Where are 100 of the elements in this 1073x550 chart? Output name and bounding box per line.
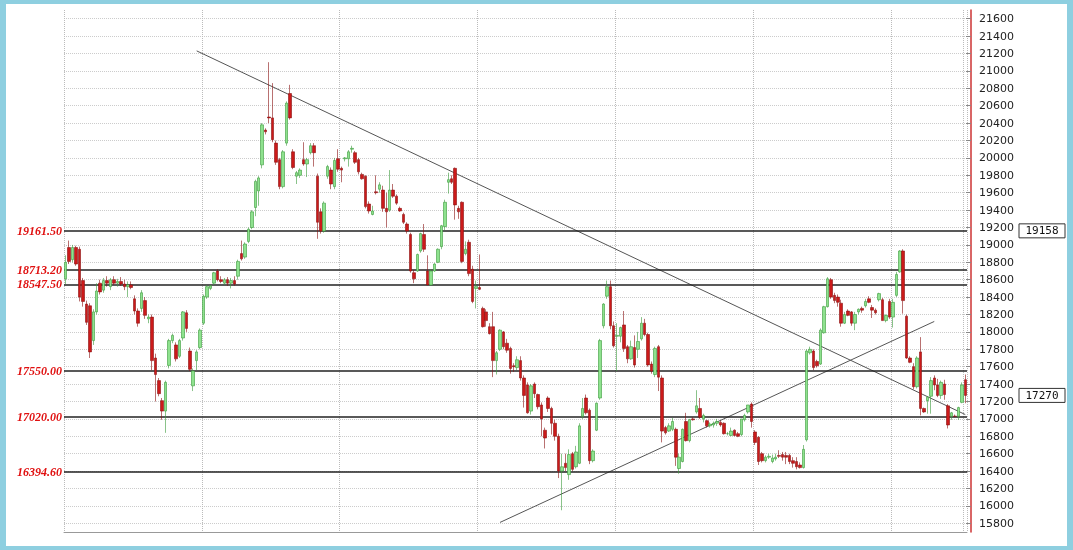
candlestick (305, 157, 309, 178)
candlestick (67, 240, 71, 265)
candlestick (688, 418, 691, 443)
candlestick (88, 302, 92, 359)
y-tick-label: 16800 (979, 429, 1014, 443)
candlestick (888, 298, 891, 320)
candlestick (667, 422, 671, 433)
candlestick (860, 306, 864, 314)
candlestick (591, 449, 595, 463)
candlestick (160, 397, 164, 421)
candlestick (936, 378, 939, 398)
candlestick (636, 331, 640, 359)
candlestick (684, 412, 688, 442)
candlestick (378, 181, 381, 193)
candlestick (147, 314, 150, 324)
y-tick-label: 16600 (979, 447, 1014, 461)
candlestick (698, 397, 702, 420)
candlestick (919, 336, 922, 416)
candlestick (750, 402, 753, 428)
candlestick (116, 278, 119, 287)
y-tick-label: 15800 (979, 516, 1014, 530)
candlestick (905, 314, 908, 360)
candlestick (740, 418, 743, 437)
candlestick (374, 175, 378, 195)
ref-line-label: 17550.00 (17, 364, 62, 379)
y-tick-label: 18400 (979, 290, 1014, 304)
candlestick (864, 298, 867, 308)
candlestick (843, 311, 846, 325)
candlestick (322, 201, 326, 234)
candlestick (167, 338, 171, 369)
candlestick (884, 314, 888, 323)
candlestick (901, 248, 905, 314)
candlestick (260, 122, 264, 169)
ref-line-label: 16394.60 (17, 464, 62, 479)
candlestick (564, 453, 567, 472)
candlestick (602, 302, 605, 329)
y-tick-label: 19800 (979, 168, 1014, 182)
candlestick (226, 276, 229, 287)
candlestick (281, 149, 285, 189)
candlestick (781, 451, 784, 461)
candlestick (312, 142, 316, 167)
candlestick (233, 275, 236, 287)
candlestick (829, 277, 833, 300)
candlestick (736, 431, 740, 438)
candlestick (960, 382, 964, 404)
candlestick (285, 101, 288, 147)
candlestick (329, 167, 333, 190)
candlestick (705, 419, 709, 428)
candlestick (777, 449, 781, 459)
candlestick (695, 389, 698, 414)
candlestick (426, 255, 429, 286)
candlestick (733, 429, 736, 437)
candlestick (788, 453, 791, 465)
candlestick (481, 306, 485, 328)
candlestick (929, 376, 933, 414)
y-tick-label: 16000 (979, 499, 1014, 513)
candlestick (702, 413, 705, 423)
candlestick (771, 454, 774, 464)
candlestick (129, 281, 133, 290)
candlestick (567, 449, 571, 481)
candlestick (653, 346, 657, 378)
candlestick (691, 416, 695, 421)
candlestick (881, 297, 884, 321)
candlestick (529, 383, 533, 415)
y-tick-label: 19600 (979, 186, 1014, 200)
y-tick-label: 16400 (979, 464, 1014, 478)
candlestick (416, 253, 419, 273)
y-tick-label: 18800 (979, 255, 1014, 269)
candlestick (474, 280, 478, 309)
ref-line-label: 18713.20 (17, 262, 62, 277)
candlestick (495, 350, 498, 375)
candlestick (347, 149, 350, 167)
candlestick (774, 453, 777, 461)
candlestick (109, 277, 112, 291)
candlestick (605, 280, 609, 300)
candlestick (288, 84, 292, 120)
candlestick (767, 453, 771, 460)
ref-line-label: 19161.50 (17, 223, 62, 238)
candlestick (195, 349, 198, 371)
candlestick (119, 276, 123, 287)
candlestick (712, 421, 715, 428)
y-tick-label: 17200 (979, 395, 1014, 408)
candlestick (291, 148, 295, 170)
candlestick (615, 322, 619, 372)
candlestick (264, 128, 267, 135)
candlestick (874, 308, 877, 315)
candlestick (891, 298, 895, 328)
candlestick (943, 379, 946, 401)
candlestick (850, 310, 853, 327)
candlestick (640, 316, 643, 341)
candlestick (174, 342, 178, 362)
candlestick (436, 248, 440, 264)
candlestick (64, 255, 67, 285)
candlestick (333, 157, 336, 190)
candlestick (236, 259, 240, 280)
candlestick (805, 349, 808, 442)
candlestick (715, 418, 719, 427)
candlestick (581, 397, 584, 420)
candlestick (212, 271, 216, 286)
candlestick (764, 455, 767, 463)
